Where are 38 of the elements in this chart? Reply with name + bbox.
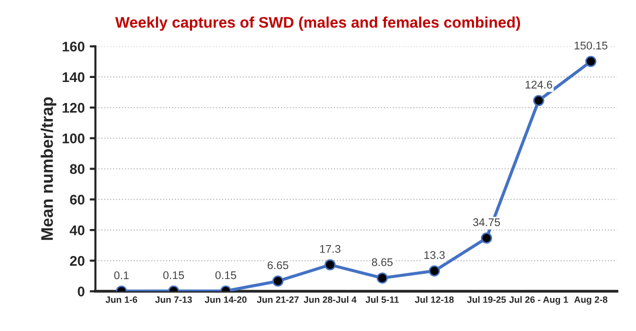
x-tick-label: Jun 28-Jul 4: [304, 296, 357, 303]
chart-title: Weekly captures of SWD (males and females combined): [115, 16, 520, 31]
data-label: 124.6: [526, 80, 552, 89]
y-tick-label: 40: [70, 225, 84, 236]
y-tick-label: 140: [62, 72, 84, 82]
y-tick-label: 0: [78, 286, 84, 296]
x-tick-label: Aug 2-8: [574, 296, 608, 305]
point: [324, 259, 336, 270]
y-tick-label: 80: [70, 164, 84, 174]
y-axis-title: Mean number/trap: [40, 97, 56, 240]
data-label: 0.15: [163, 271, 184, 280]
data-label: 17.3: [320, 245, 340, 253]
x-tick-label: Jul 26 - Aug 1: [509, 296, 568, 305]
point: [533, 94, 544, 106]
data-label: 34.75: [473, 218, 500, 226]
data-label: 150.15: [574, 42, 608, 50]
y-tick-label: 120: [62, 102, 84, 113]
x-tick-label: Jun 14-20: [204, 296, 247, 303]
point: [272, 276, 284, 287]
data-label: 0.15: [215, 271, 236, 280]
x-tick-label: Jul 19-25: [467, 296, 506, 303]
x-tick-label: Jun 1-6: [106, 296, 138, 303]
point: [480, 232, 492, 244]
y-tick-label: 160: [62, 42, 84, 52]
data-label: 0.1: [114, 271, 129, 280]
x-tick-label: Jul 12-18: [414, 296, 454, 303]
y-tick-label: 60: [70, 194, 84, 205]
x-tick-label: Jun 7-13: [155, 296, 192, 303]
data-label: 8.65: [372, 258, 393, 266]
y-tick-label: 20: [70, 256, 84, 266]
point: [376, 272, 388, 284]
x-tick-label: Jul 5-11: [366, 296, 399, 303]
point: [428, 265, 440, 276]
data-label: 13.3: [424, 251, 445, 259]
point: [585, 56, 596, 67]
data-label: 6.65: [268, 261, 288, 270]
y-tick-label: 100: [62, 134, 84, 144]
x-tick-label: Jun 21-27: [256, 296, 299, 303]
